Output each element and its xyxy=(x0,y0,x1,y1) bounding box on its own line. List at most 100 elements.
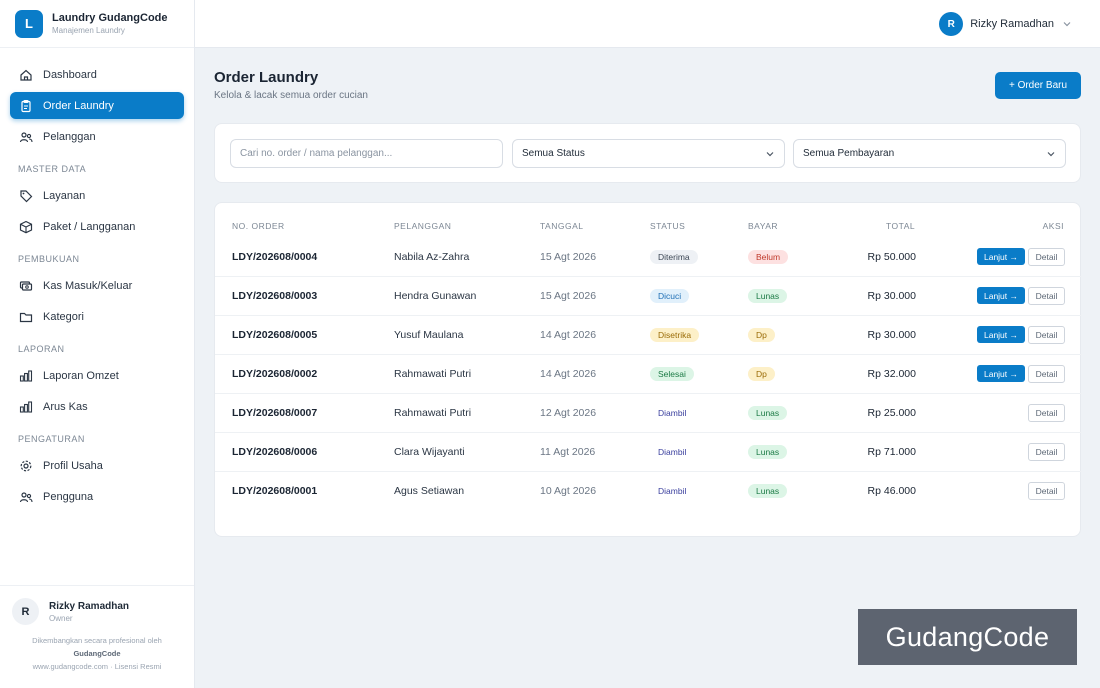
customer-name: Rahmawati Putri xyxy=(394,368,472,380)
payment-badge: Belum xyxy=(748,250,789,264)
nav-section-title: PENGATURAN xyxy=(18,434,85,444)
status-select[interactable]: Semua Status xyxy=(512,139,785,168)
sidebar-item-pengguna[interactable]: Pengguna xyxy=(10,483,184,510)
sidebar-item-paket-langganan[interactable]: Paket / Langganan xyxy=(10,213,184,240)
detail-button[interactable]: Detail xyxy=(1028,482,1065,500)
sidebar-item-dashboard[interactable]: Dashboard xyxy=(10,61,184,88)
brand-logo: L xyxy=(15,9,43,38)
sidebar-item-label: Pengguna xyxy=(43,490,94,503)
credits-company: GudangCode xyxy=(73,649,121,658)
nav-section-title: LAPORAN xyxy=(18,344,65,354)
order-total: Rp 50.000 xyxy=(867,251,916,263)
detail-button[interactable]: Detail xyxy=(1028,365,1065,383)
payment-badge: Dp xyxy=(748,328,775,342)
sidebar-item-arus-kas[interactable]: Arus Kas xyxy=(10,393,184,420)
avatar: R xyxy=(12,598,39,625)
table-row: LDY/202608/0006 Clara Wijayanti 11 Agt 202… xyxy=(215,433,1082,472)
sidebar-nav: Dashboard Order Laundry Pelanggan MASTER DA… xyxy=(0,48,194,510)
order-number[interactable]: LDY/202608/0003 xyxy=(232,290,318,302)
user-menu-name: Rizky Ramadhan xyxy=(970,18,1054,30)
sidebar-item-order-laundry[interactable]: Order Laundry xyxy=(10,92,184,119)
order-number[interactable]: LDY/202608/0006 xyxy=(232,446,318,458)
detail-button[interactable]: Detail xyxy=(1028,287,1065,305)
orders-table: NO. ORDER PELANGGAN TANGGAL STATUS BAYAR… xyxy=(214,202,1082,537)
brand-title: Laundry GudangCode xyxy=(52,12,168,24)
sidebar-item-label: Kas Masuk/Keluar xyxy=(43,279,133,292)
sidebar-item-label: Paket / Langganan xyxy=(43,220,136,233)
order-number[interactable]: LDY/202608/0001 xyxy=(232,485,318,497)
order-total: Rp 46.000 xyxy=(867,485,916,497)
filter-card: Cari no. order / nama pelanggan... Semua… xyxy=(214,123,1081,183)
column-header: NO. ORDER xyxy=(232,221,285,231)
avatar: R xyxy=(939,12,964,36)
customer-name: Hendra Gunawan xyxy=(394,290,477,302)
sidebar-item-profil-usaha[interactable]: Profil Usaha xyxy=(10,452,184,479)
bar-chart-icon xyxy=(19,400,33,414)
payment-select[interactable]: Semua Pembayaran xyxy=(793,139,1066,168)
detail-button[interactable]: Detail xyxy=(1028,404,1065,422)
order-date: 14 Agt 2026 xyxy=(540,329,597,341)
home-icon xyxy=(19,68,33,82)
user-menu[interactable]: R Rizky Ramadhan xyxy=(939,12,1072,36)
nav-section-title: MASTER DATA xyxy=(18,164,87,174)
sidebar-item-label: Profil Usaha xyxy=(43,459,103,472)
sidebar-item-layanan[interactable]: Layanan xyxy=(10,182,184,209)
chevron-down-icon xyxy=(1063,22,1071,27)
sidebar-item-laporan-omzet[interactable]: Laporan Omzet xyxy=(10,362,184,389)
column-header: STATUS xyxy=(650,221,686,231)
column-header: BAYAR xyxy=(748,221,779,231)
search-input[interactable]: Cari no. order / nama pelanggan... xyxy=(230,139,503,168)
status-badge: Diambil xyxy=(650,445,695,459)
customer-name: Clara Wijayanti xyxy=(394,446,465,458)
customer-name: Rahmawati Putri xyxy=(394,407,472,419)
credits: Dikembangkan secara profesional oleh Gud… xyxy=(0,634,194,673)
order-date: 10 Agt 2026 xyxy=(540,485,597,497)
clipboard-icon xyxy=(19,99,33,113)
status-badge: Diambil xyxy=(650,406,695,420)
order-number[interactable]: LDY/202608/0005 xyxy=(232,329,318,341)
chevron-down-icon xyxy=(766,152,774,157)
tag-icon xyxy=(19,189,33,203)
sidebar-item-label: Kategori xyxy=(43,310,84,323)
sidebar: L Laundry GudangCode Manajemen Laundry D… xyxy=(0,0,195,688)
credits-link[interactable]: www.gudangcode.com · Lisensi Resmi xyxy=(32,662,162,671)
sidebar-item-pelanggan[interactable]: Pelanggan xyxy=(10,123,184,150)
next-step-button[interactable]: Lanjut → xyxy=(977,248,1025,265)
new-order-button[interactable]: + Order Baru xyxy=(995,72,1081,99)
sidebar-user-role: Owner xyxy=(49,613,73,623)
sidebar-item-label: Layanan xyxy=(43,189,86,202)
table-row: LDY/202608/0005 Yusuf Maulana 14 Agt 2026 D… xyxy=(215,316,1082,355)
payment-badge: Lunas xyxy=(748,484,788,498)
detail-button[interactable]: Detail xyxy=(1028,326,1065,344)
topbar: R Rizky Ramadhan xyxy=(195,0,1100,48)
table-row: LDY/202608/0001 Agus Setiawan 10 Agt 2026 D… xyxy=(215,472,1082,511)
order-number[interactable]: LDY/202608/0004 xyxy=(232,251,318,263)
gear-icon xyxy=(19,459,33,473)
watermark: GudangCode xyxy=(858,609,1077,665)
brand: L Laundry GudangCode Manajemen Laundry xyxy=(0,0,194,48)
customer-name: Yusuf Maulana xyxy=(394,329,464,341)
box-icon xyxy=(19,220,33,234)
detail-button[interactable]: Detail xyxy=(1028,248,1065,266)
sidebar-item-label: Dashboard xyxy=(43,68,97,81)
order-number[interactable]: LDY/202608/0002 xyxy=(232,368,318,380)
chevron-down-icon xyxy=(1047,152,1055,157)
order-date: 12 Agt 2026 xyxy=(540,407,597,419)
next-step-button[interactable]: Lanjut → xyxy=(977,287,1025,304)
status-badge: Diambil xyxy=(650,484,695,498)
payment-select-value: Semua Pembayaran xyxy=(803,148,895,159)
column-header: AKSI xyxy=(1042,221,1064,231)
payment-badge: Lunas xyxy=(748,406,788,420)
column-header: PELANGGAN xyxy=(394,221,452,231)
order-number[interactable]: LDY/202608/0007 xyxy=(232,407,318,419)
detail-button[interactable]: Detail xyxy=(1028,443,1065,461)
next-step-button[interactable]: Lanjut → xyxy=(977,326,1025,343)
next-step-button[interactable]: Lanjut → xyxy=(977,365,1025,382)
order-total: Rp 32.000 xyxy=(867,368,916,380)
sidebar-item-kategori[interactable]: Kategori xyxy=(10,303,184,330)
brand-subtitle: Manajemen Laundry xyxy=(52,26,125,35)
order-date: 11 Agt 2026 xyxy=(540,446,596,458)
sidebar-item-label: Order Laundry xyxy=(43,99,114,112)
sidebar-item-kas-masuk-keluar[interactable]: Kas Masuk/Keluar xyxy=(10,272,184,299)
payment-badge: Lunas xyxy=(748,445,788,459)
